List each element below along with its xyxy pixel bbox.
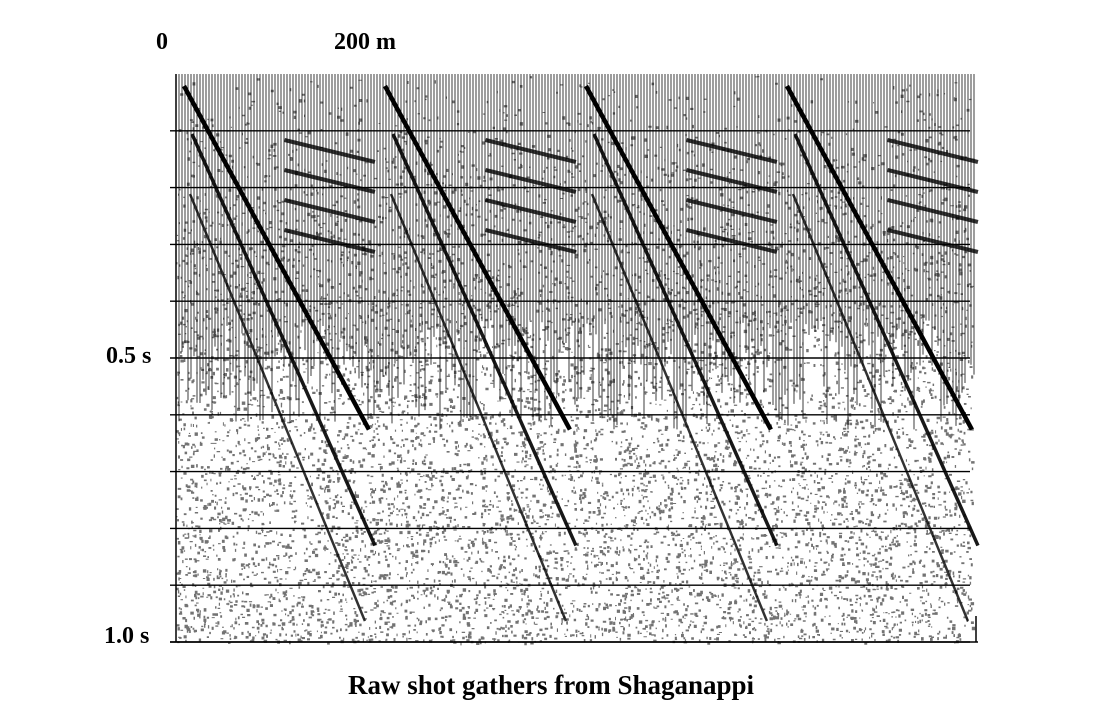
reflection-event (887, 198, 979, 224)
reflection-event (887, 168, 979, 194)
time-label-0-5s: 0.5 s (106, 343, 152, 369)
first-break-event (584, 84, 773, 431)
refraction-event (791, 193, 970, 622)
first-break-event (383, 84, 572, 431)
reflection-event (887, 138, 979, 164)
reflection-event (686, 228, 778, 254)
first-break-event (785, 84, 974, 431)
reflection-event (686, 198, 778, 224)
refraction-event (793, 133, 980, 547)
refraction-event (188, 193, 367, 622)
seismic-events (182, 84, 980, 622)
reflection-event (485, 198, 577, 224)
distance-label-0: 0 (156, 29, 168, 55)
reflection-event (284, 138, 376, 164)
refraction-event (391, 133, 578, 547)
reflection-event (887, 228, 979, 254)
reflection-event (284, 198, 376, 224)
figure-caption: Raw shot gathers from Shaganappi (348, 670, 755, 700)
first-break-event (182, 84, 371, 431)
refraction-event (590, 193, 769, 622)
panel-axes (170, 74, 978, 643)
refraction-event (389, 193, 568, 622)
seismic-noise (176, 76, 976, 646)
reflection-event (284, 228, 376, 254)
reflection-event (686, 168, 778, 194)
time-label-1-0s: 1.0 s (104, 623, 150, 649)
reflection-event (485, 228, 577, 254)
distance-label-200m: 200 m (334, 29, 396, 55)
shot-gathers-panel (170, 70, 980, 650)
reflection-event (485, 168, 577, 194)
reflection-event (485, 138, 577, 164)
refraction-event (190, 133, 377, 547)
reflection-event (284, 168, 376, 194)
reflection-event (686, 138, 778, 164)
refraction-event (592, 133, 779, 547)
noise-speckle (176, 76, 976, 646)
